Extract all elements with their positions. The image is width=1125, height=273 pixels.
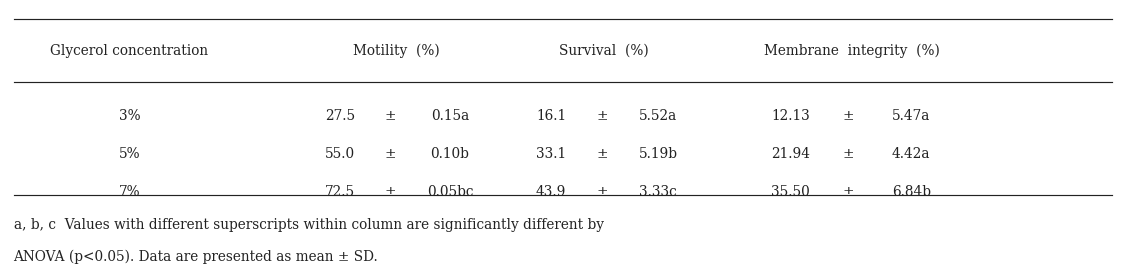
- Text: 6.84b: 6.84b: [892, 185, 930, 200]
- Text: ±: ±: [843, 109, 854, 123]
- Text: ±: ±: [596, 109, 608, 123]
- Text: Glycerol concentration: Glycerol concentration: [51, 43, 208, 58]
- Text: ANOVA (p<0.05). Data are presented as mean ± SD.: ANOVA (p<0.05). Data are presented as me…: [14, 250, 378, 264]
- Text: ±: ±: [385, 147, 396, 161]
- Text: ±: ±: [596, 185, 608, 200]
- Text: Membrane  integrity  (%): Membrane integrity (%): [764, 43, 939, 58]
- Text: ±: ±: [385, 109, 396, 123]
- Text: 0.15a: 0.15a: [431, 109, 469, 123]
- Text: 72.5: 72.5: [325, 185, 354, 200]
- Text: 55.0: 55.0: [325, 147, 354, 161]
- Text: 5.47a: 5.47a: [892, 109, 930, 123]
- Text: 33.1: 33.1: [537, 147, 566, 161]
- Text: 12.13: 12.13: [772, 109, 810, 123]
- Text: 5.19b: 5.19b: [639, 147, 677, 161]
- Text: ±: ±: [843, 147, 854, 161]
- Text: 0.10b: 0.10b: [431, 147, 469, 161]
- Text: 4.42a: 4.42a: [892, 147, 930, 161]
- Text: 3.33c: 3.33c: [639, 185, 677, 200]
- Text: a, b, c  Values with different superscripts within column are significantly diff: a, b, c Values with different superscrip…: [14, 218, 603, 232]
- Text: 27.5: 27.5: [325, 109, 354, 123]
- Text: 0.05bc: 0.05bc: [426, 185, 474, 200]
- Text: Motility  (%): Motility (%): [352, 43, 440, 58]
- Text: 35.50: 35.50: [772, 185, 810, 200]
- Text: 7%: 7%: [118, 185, 141, 200]
- Text: ±: ±: [385, 185, 396, 200]
- Text: 21.94: 21.94: [772, 147, 810, 161]
- Text: 3%: 3%: [118, 109, 141, 123]
- Text: ±: ±: [843, 185, 854, 200]
- Text: ±: ±: [596, 147, 608, 161]
- Text: 5%: 5%: [118, 147, 141, 161]
- Text: Survival  (%): Survival (%): [559, 43, 649, 58]
- Text: 5.52a: 5.52a: [639, 109, 677, 123]
- Text: 16.1: 16.1: [537, 109, 566, 123]
- Text: 43.9: 43.9: [537, 185, 567, 200]
